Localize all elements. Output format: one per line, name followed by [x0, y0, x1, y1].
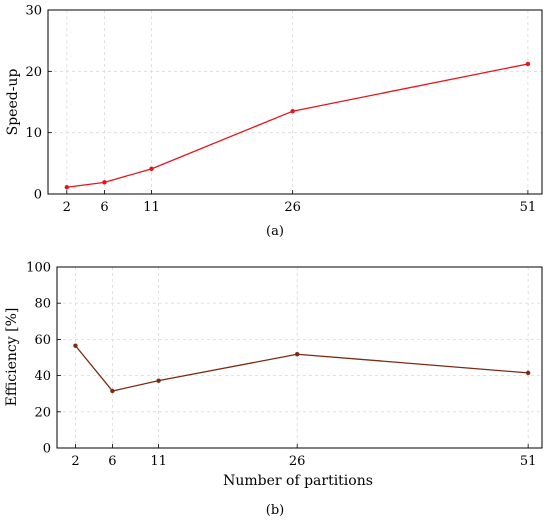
- y-axis-label: Speed-up: [5, 69, 21, 136]
- y-tick-label: 0: [34, 188, 42, 203]
- y-axis-label: Efficiency [%]: [4, 308, 20, 407]
- y-tick-label: 100: [26, 261, 51, 276]
- x-axis-ticks: 2 6 11 26 51: [71, 444, 536, 469]
- y-tick-label: 0: [43, 442, 51, 457]
- y-tick-label: 20: [34, 405, 51, 420]
- y-tick-label: 40: [34, 369, 51, 384]
- data-point: [525, 61, 531, 67]
- series-efficiency: [73, 343, 531, 394]
- y-axis-ticks: 0 20 40 60 80 100: [26, 261, 61, 457]
- grid-lines: [57, 266, 542, 449]
- data-point: [110, 388, 115, 394]
- y-tick-label: 80: [34, 297, 51, 312]
- x-tick-label: 11: [150, 454, 167, 469]
- series-speed-up: [64, 61, 531, 190]
- data-point: [290, 109, 295, 114]
- x-tick-label: 26: [289, 454, 306, 469]
- data-point: [64, 185, 70, 190]
- y-tick-label: 20: [25, 65, 42, 80]
- x-axis-ticks: 2 6 11 26 51: [63, 190, 536, 215]
- x-tick-label: 51: [520, 200, 537, 215]
- data-point: [102, 180, 107, 185]
- plot-frame: [56, 266, 543, 449]
- series-line: [66, 63, 529, 188]
- plot-frame: [47, 9, 543, 195]
- data-point: [156, 378, 161, 383]
- grid-lines: [48, 9, 542, 195]
- y-axis-ticks: 0 10 20 30: [25, 4, 52, 203]
- x-tick-label: 26: [284, 200, 301, 215]
- series-line: [74, 345, 529, 392]
- data-point: [149, 166, 154, 172]
- y-tick-label: 10: [25, 126, 42, 141]
- x-tick-label: 2: [63, 200, 71, 215]
- data-point: [525, 370, 531, 376]
- caption-b: (b): [266, 503, 284, 518]
- x-tick-label: 11: [143, 200, 160, 215]
- x-axis-label: Number of partitions: [223, 473, 373, 489]
- x-tick-label: 51: [520, 454, 537, 469]
- y-tick-label: 30: [25, 4, 42, 19]
- caption-a: (a): [266, 224, 284, 239]
- x-tick-label: 6: [100, 200, 108, 215]
- data-point: [294, 352, 300, 357]
- data-point: [73, 343, 78, 348]
- x-tick-label: 6: [108, 454, 116, 469]
- x-tick-label: 2: [71, 454, 79, 469]
- y-tick-label: 60: [34, 333, 51, 348]
